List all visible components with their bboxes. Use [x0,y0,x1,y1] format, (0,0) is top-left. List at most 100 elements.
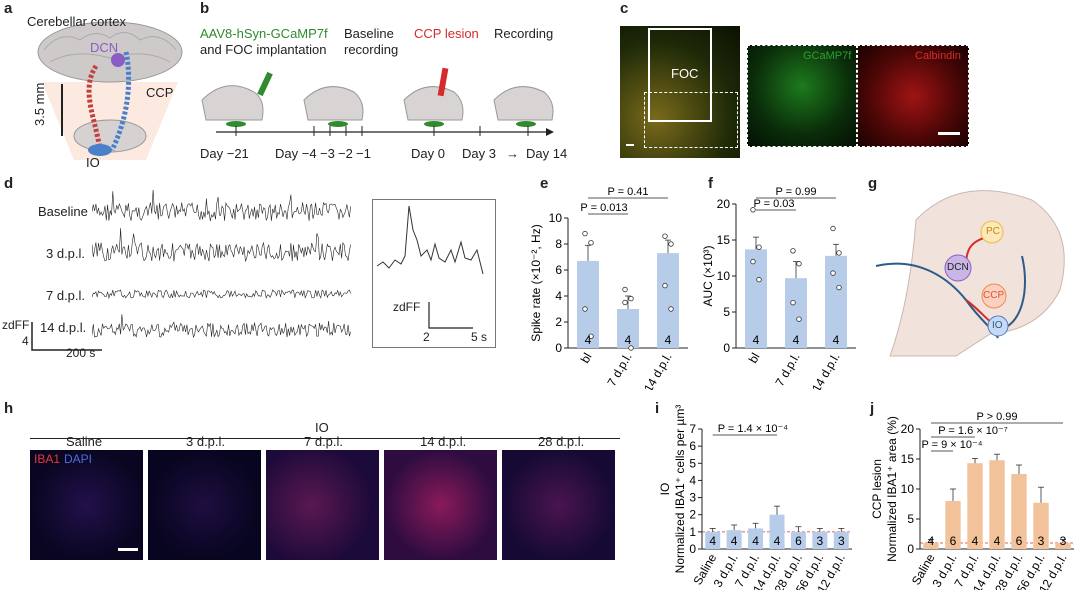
y-tick-label: 6 [689,439,696,453]
chart-spike-rate: 0 2 4 6 8 10 Spike rate (×10⁻², Hz) 4 bl 4 7 d.p.l… [529,186,688,391]
data-point [796,261,802,267]
trace-line-1 [92,228,351,263]
n-label-5: 3 [1038,534,1045,548]
bar-1 [785,278,807,348]
y-tick-label: 10 [549,211,563,225]
comparison-label-0: P = 0.013 [580,202,627,214]
y-tick-label: 6 [555,263,562,277]
data-point [668,241,674,247]
panel-label-c: c [620,0,629,17]
data-point [796,316,802,322]
n-label-1: 4 [625,333,632,347]
micrograph-7dpl [266,450,379,560]
panel-label-f: f [708,175,713,192]
comparison-label-2: P > 0.99 [976,411,1017,423]
scale-y-value: 4 [22,334,29,348]
comparison-label-1: P = 0.41 [607,186,648,198]
comparison-label-0: P = 1.4 × 10⁻⁴ [718,423,789,435]
label-io: IO [86,155,100,170]
n-label-4: 6 [795,534,802,548]
day-minus-2: −2 [338,146,353,161]
x-tick-label-2: 14 d.p.l. [641,351,674,391]
n-label-1: 4 [793,333,800,347]
label-cerebellar-cortex: Cerebellar cortex [27,14,126,29]
y-tick-label: 1 [689,525,696,539]
y-tick-label: 5 [689,456,696,470]
y-tick-label: 7 [689,422,696,436]
bar-1 [617,309,639,348]
panel-label-d: d [4,175,14,192]
step1-line2: and FOC implantation [200,42,327,57]
trace-scalebar [31,322,102,351]
bar-2 [748,528,764,549]
bar-1 [945,501,961,549]
inset-scale-x-label: 5 s [471,330,488,344]
bar-2 [657,253,679,348]
bar-1 [726,530,742,549]
panel-label-e: e [540,175,549,192]
y-tick-label: 0 [907,542,914,556]
x-tick-label-0: bl [578,351,595,366]
micrograph-14dpl [384,450,497,560]
panel-label-b: b [200,0,210,17]
comparison-label-1: P = 1.6 × 10⁻⁷ [938,425,1008,437]
y-tick-label: 10 [717,269,731,283]
h-col-3dpl: 3 d.p.l. [186,434,226,449]
panel-label-g: g [868,175,878,192]
n-label-1: 6 [950,534,957,548]
panel-label-a: a [4,0,13,17]
n-label-5: 3 [817,534,824,548]
node-pc: PC [986,226,1000,237]
data-point [830,225,836,232]
day-minus-4: Day −4 [275,146,317,161]
y-axis-label: Normalized IBA1⁺ cells per µm³ [673,405,687,573]
step1-line1: AAV8-hSyn-GCaMP7f [200,26,328,41]
node-io: IO [992,320,1003,331]
label-gcamp7f: GCaMP7f [803,50,852,62]
panel-label-j: j [870,400,875,417]
bar-4 [790,531,806,549]
data-point [790,299,796,306]
y-tick-label: 2 [555,315,562,329]
n-label-4: 6 [1016,534,1023,548]
y-tick-label: 4 [689,473,696,487]
step3-label: CCP lesion [414,26,479,41]
label-calbindin: Calbindin [915,50,961,62]
data-point [668,306,674,312]
n-label-6: 3 [838,534,845,548]
y-tick-label: 0 [689,542,696,556]
data-point [622,299,628,306]
h-col-28dpl: 28 d.p.l. [538,434,585,449]
data-point [622,286,628,293]
step2-line1: Baseline [344,26,394,41]
n-label-0: 4 [585,333,592,347]
data-point [790,248,796,254]
bar-6 [833,531,849,549]
day-minus-21: Day −21 [200,146,249,161]
comparison-label-0: P = 0.03 [753,198,794,210]
inset-scale-y-value: 2 [423,330,430,344]
region-label: CCP lesion [870,459,884,519]
y-tick-label: 5 [723,305,730,319]
y-tick-label: 2 [689,508,696,522]
bar-4 [1011,474,1027,549]
data-point [756,244,762,250]
n-label-2: 4 [972,534,979,548]
h-col-14dpl: 14 d.p.l. [420,434,467,449]
trace-inset: zdFF 2 5 s [372,199,496,348]
y-tick-label: 0 [723,341,730,355]
x-tick-label-2: 14 d.p.l. [809,351,842,391]
h-region-title: IO [315,420,329,435]
n-label-6: 3 [1060,534,1067,548]
day-14: Day 14 [526,146,568,161]
day-minus-1: −1 [356,146,371,161]
y-axis-label: Normalized IBA1⁺ area (%) [885,416,899,562]
y-axis-label: Spike rate (×10⁻², Hz) [529,224,543,341]
bar-6 [1055,543,1071,549]
data-point [830,270,836,276]
trace-line-2 [92,289,351,300]
timeline-arrow: → [506,146,519,161]
data-point [662,233,668,239]
x-tick-label-0: bl [746,351,763,366]
